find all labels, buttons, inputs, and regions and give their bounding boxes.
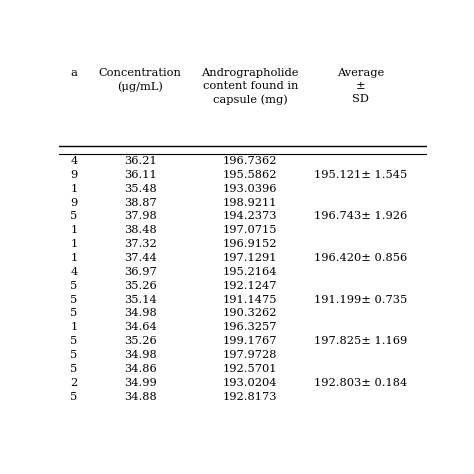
Text: 197.9728: 197.9728: [223, 350, 277, 360]
Text: 36.97: 36.97: [124, 267, 156, 277]
Text: 196.743± 1.926: 196.743± 1.926: [314, 211, 407, 221]
Text: 192.8173: 192.8173: [223, 392, 277, 401]
Text: 35.14: 35.14: [124, 295, 156, 305]
Text: 34.86: 34.86: [124, 364, 156, 374]
Text: 38.48: 38.48: [124, 225, 156, 235]
Text: a: a: [70, 68, 77, 78]
Text: 192.5701: 192.5701: [223, 364, 277, 374]
Text: 1: 1: [70, 239, 78, 249]
Text: 4: 4: [70, 156, 78, 166]
Text: 5: 5: [70, 364, 78, 374]
Text: 5: 5: [70, 350, 78, 360]
Text: 35.26: 35.26: [124, 281, 156, 291]
Text: 5: 5: [70, 281, 78, 291]
Text: 191.199± 0.735: 191.199± 0.735: [314, 295, 407, 305]
Text: 37.44: 37.44: [124, 253, 156, 263]
Text: 195.5862: 195.5862: [223, 170, 277, 180]
Text: 5: 5: [70, 309, 78, 319]
Text: 5: 5: [70, 295, 78, 305]
Text: 191.1475: 191.1475: [223, 295, 277, 305]
Text: 197.825± 1.169: 197.825± 1.169: [314, 336, 407, 346]
Text: 199.1767: 199.1767: [223, 336, 277, 346]
Text: 197.0715: 197.0715: [223, 225, 277, 235]
Text: 1: 1: [70, 183, 78, 194]
Text: 34.98: 34.98: [124, 350, 156, 360]
Text: 197.1291: 197.1291: [223, 253, 277, 263]
Text: 194.2373: 194.2373: [223, 211, 277, 221]
Text: 192.803± 0.184: 192.803± 0.184: [314, 378, 407, 388]
Text: 196.420± 0.856: 196.420± 0.856: [314, 253, 407, 263]
Text: 1: 1: [70, 322, 78, 332]
Text: 38.87: 38.87: [124, 198, 156, 208]
Text: 36.11: 36.11: [124, 170, 156, 180]
Text: 5: 5: [70, 336, 78, 346]
Text: 5: 5: [70, 392, 78, 401]
Text: 37.32: 37.32: [124, 239, 156, 249]
Text: 9: 9: [70, 198, 78, 208]
Text: 195.2164: 195.2164: [223, 267, 277, 277]
Text: 5: 5: [70, 211, 78, 221]
Text: Andrographolide
content found in
capsule (mg): Andrographolide content found in capsule…: [201, 68, 299, 105]
Text: 2: 2: [70, 378, 78, 388]
Text: 4: 4: [70, 267, 78, 277]
Text: 36.21: 36.21: [124, 156, 156, 166]
Text: 1: 1: [70, 253, 78, 263]
Text: 37.98: 37.98: [124, 211, 156, 221]
Text: 196.7362: 196.7362: [223, 156, 277, 166]
Text: 196.3257: 196.3257: [223, 322, 277, 332]
Text: 192.1247: 192.1247: [223, 281, 277, 291]
Text: 193.0204: 193.0204: [223, 378, 277, 388]
Text: 195.121± 1.545: 195.121± 1.545: [314, 170, 407, 180]
Text: 198.9211: 198.9211: [223, 198, 277, 208]
Text: 34.64: 34.64: [124, 322, 156, 332]
Text: 1: 1: [70, 225, 78, 235]
Text: 193.0396: 193.0396: [223, 183, 277, 194]
Text: 196.9152: 196.9152: [223, 239, 277, 249]
Text: 9: 9: [70, 170, 78, 180]
Text: 34.88: 34.88: [124, 392, 156, 401]
Text: 34.99: 34.99: [124, 378, 156, 388]
Text: Concentration
(μg/mL): Concentration (μg/mL): [99, 68, 182, 92]
Text: Average
±
SD: Average ± SD: [337, 68, 384, 104]
Text: 35.26: 35.26: [124, 336, 156, 346]
Text: 34.98: 34.98: [124, 309, 156, 319]
Text: 190.3262: 190.3262: [223, 309, 277, 319]
Text: 35.48: 35.48: [124, 183, 156, 194]
